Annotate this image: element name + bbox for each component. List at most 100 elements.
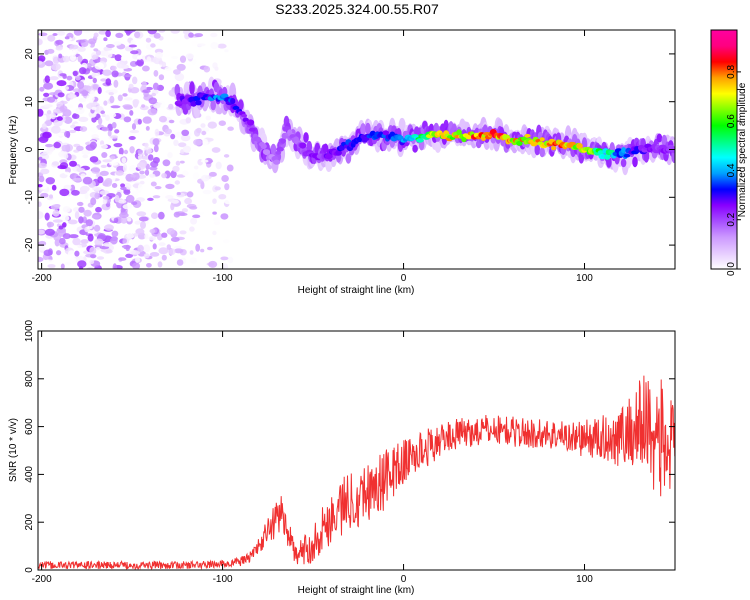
heatmap-noise-cell [141,81,147,88]
heatmap-ridge-cell [256,137,262,143]
heatmap-noise-cell [168,248,176,256]
y-tick-label: 600 [24,418,35,435]
heatmap-noise-cell [111,122,117,129]
heatmap-noise-cell [170,202,175,211]
heatmap-noise-cell [47,96,56,103]
heatmap-ridge-cell [456,129,462,136]
heatmap-noise-cell [70,124,76,129]
heatmap-noise-cell [83,209,92,217]
heatmap-noise-cell [115,32,124,39]
heatmap-noise-cell [56,80,67,87]
heatmap-noise-cell [152,243,157,250]
heatmap-ridge-cell [670,147,675,154]
heatmap-noise-cell [41,35,49,41]
heatmap-noise-cell [148,97,158,105]
heatmap-noise-cell [38,80,41,87]
heatmap-noise-cell [136,211,147,217]
heatmap-noise-cell [122,93,128,97]
heatmap-noise-cell [171,55,179,60]
colorbar-label: Normalized spectral amplitude [737,82,748,217]
heatmap-noise-cell [191,40,198,47]
heatmap-noise-cell [184,197,193,205]
heatmap-noise-cell [127,233,132,240]
heatmap-noise-cell [92,77,98,84]
heatmap-noise-cell [110,155,116,160]
heatmap-noise-cell [189,257,198,264]
heatmap-noise-cell [110,135,119,139]
heatmap-ridge-cell [539,147,545,158]
y-tick-label: 800 [24,370,35,387]
heatmap-noise-cell [100,164,107,168]
heatmap-noise-cell [195,243,201,252]
heatmap-noise-cell [102,69,112,76]
heatmap-noise-cell [82,176,93,185]
heatmap-noise-cell [44,259,55,263]
y-tick-label: -10 [24,190,35,205]
heatmap-noise-cell [111,65,117,71]
heatmap-noise-cell [153,32,161,39]
heatmap-noise-cell [148,236,156,241]
heatmap-noise-cell [75,39,86,43]
heatmap-noise-cell [38,32,48,37]
heatmap-noise-cell [92,186,102,191]
heatmap-noise-cell [86,95,95,102]
heatmap-ridge-cell [620,158,627,168]
heatmap-noise-cell [187,62,193,67]
heatmap-noise-cell [143,244,151,253]
heatmap-noise-cell [192,214,201,219]
heatmap-noise-cell [142,65,150,72]
heatmap-noise-cell [173,211,181,218]
heatmap-noise-cell [227,256,234,264]
heatmap-noise-cell [179,55,187,63]
heatmap-noise-cell [136,58,144,67]
heatmap-noise-cell [150,43,156,48]
heatmap-noise-cell [208,171,217,177]
heatmap-noise-cell [154,186,162,190]
heatmap-noise-cell [102,195,110,200]
heatmap-noise-cell [185,53,194,60]
heatmap-noise-cell [207,121,217,129]
heatmap-noise-cell [100,110,105,115]
heatmap-ridge-cell [398,117,406,133]
heatmap-noise-cell [164,66,172,71]
heatmap-noise-cell [181,129,190,136]
heatmap-noise-cell [62,55,70,63]
heatmap-noise-cell [94,62,105,70]
heatmap-noise-cell [89,259,95,265]
heatmap-noise-cell [38,184,43,188]
x-tick-label: -200 [32,273,52,284]
heatmap-noise-cell [38,108,44,117]
heatmap-noise-cell [179,230,187,235]
heatmap-noise-cell [40,266,50,269]
heatmap-noise-cell [161,254,167,261]
heatmap-noise-cell [131,123,137,130]
heatmap-noise-cell [96,256,105,260]
heatmap-noise-cell [52,219,63,223]
heatmap-noise-cell [147,30,157,35]
heatmap-noise-cell [113,41,122,46]
heatmap-noise-cell [52,209,60,217]
heatmap-noise-cell [170,133,176,140]
snr-plot-area [38,331,675,570]
heatmap-noise-cell [105,78,112,86]
heatmap-noise-cell [147,108,158,116]
heatmap-noise-cell [40,168,50,175]
snr-line-layer [38,375,675,570]
heatmap-noise-cell [211,147,221,153]
heatmap-noise-cell [132,262,141,269]
heatmap-noise-cell [58,53,63,59]
heatmap-noise-cell [50,62,61,71]
heatmap-noise-cell [104,224,114,231]
heatmap-noise-cell [222,263,229,269]
heatmap-noise-cell [168,103,174,110]
heatmap-noise-cell [79,126,88,132]
heatmap-noise-cell [43,92,50,97]
y-tick-label: 1000 [24,319,35,342]
heatmap-noise-cell [150,181,157,187]
heatmap-noise-cell [165,183,175,190]
spectrogram-y-axis: -20 -10 0 10 20 [24,48,675,252]
heatmap-ridge-cell [621,147,627,154]
heatmap-noise-cell [130,250,141,255]
heatmap-noise-cell [103,37,108,42]
